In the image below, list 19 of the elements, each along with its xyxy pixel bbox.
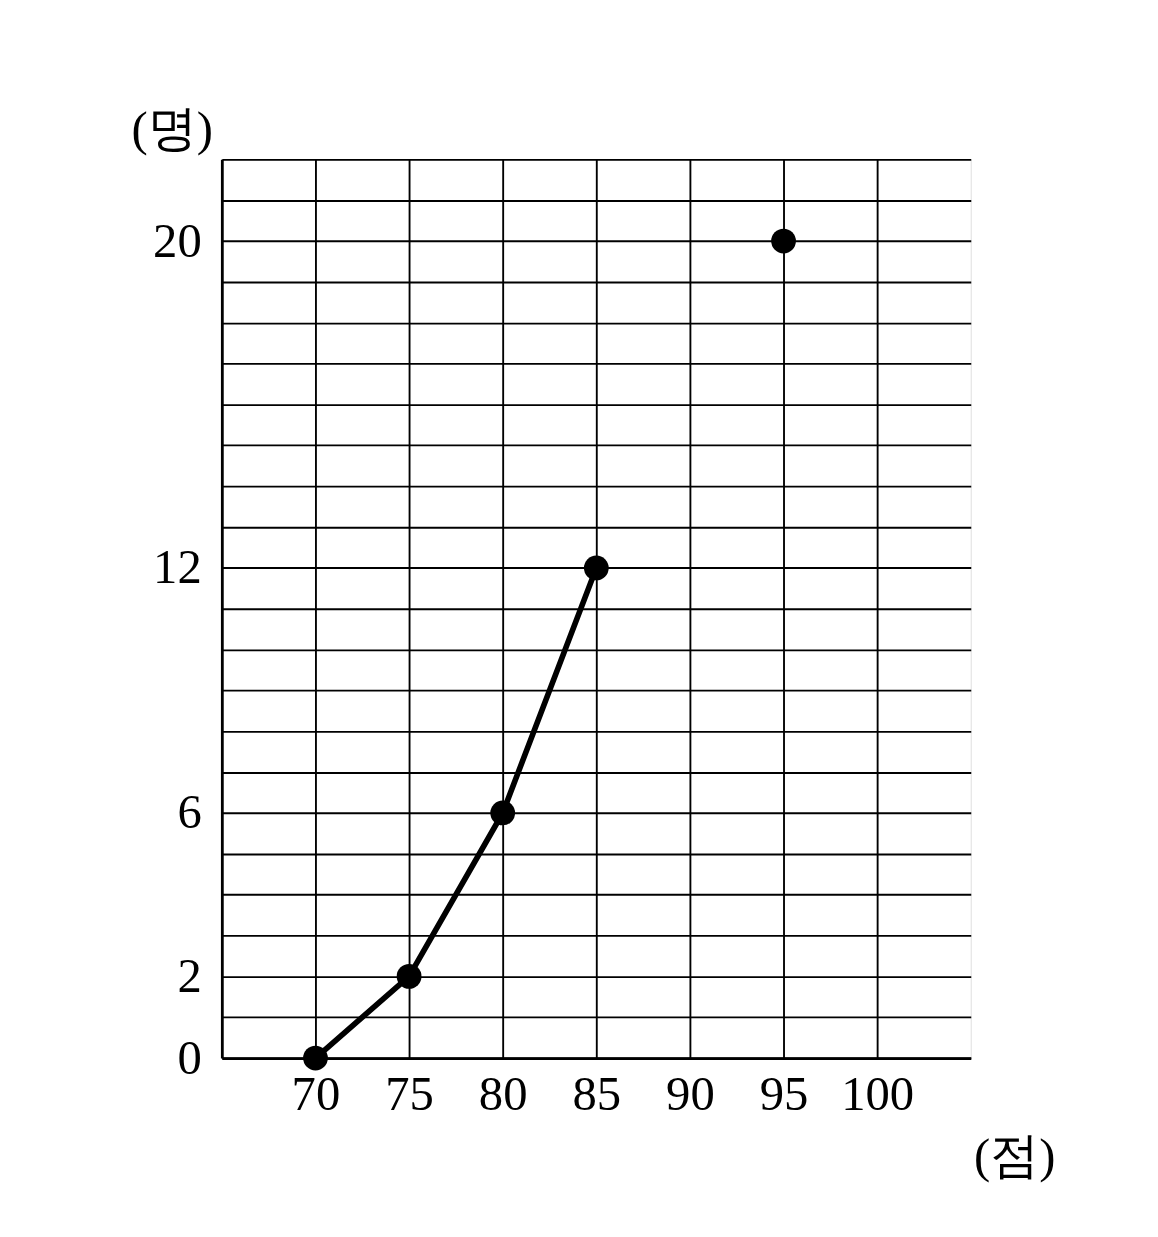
y-tick-label: 2 xyxy=(177,948,202,1003)
x-tick-label: 70 xyxy=(291,1067,341,1122)
x-tick-label: 80 xyxy=(478,1067,528,1122)
y-tick-label: 12 xyxy=(153,540,202,595)
point xyxy=(771,228,796,254)
x-tick-label: 100 xyxy=(841,1067,915,1122)
x-tick-label: 95 xyxy=(759,1067,809,1122)
point xyxy=(583,555,609,581)
point xyxy=(303,1045,328,1071)
point xyxy=(396,964,422,989)
x-tick-label: 75 xyxy=(385,1067,434,1122)
point xyxy=(490,800,516,826)
y-tick-label: 20 xyxy=(153,213,202,268)
y-tick-label: 6 xyxy=(177,785,202,840)
x-tick-label: 90 xyxy=(666,1067,715,1122)
y-axis-title: (명) xyxy=(131,101,213,156)
x-axis-title: (점) xyxy=(974,1128,1056,1183)
x-tick-label: 85 xyxy=(572,1067,622,1122)
y-tick-label: 0 xyxy=(177,1030,202,1085)
